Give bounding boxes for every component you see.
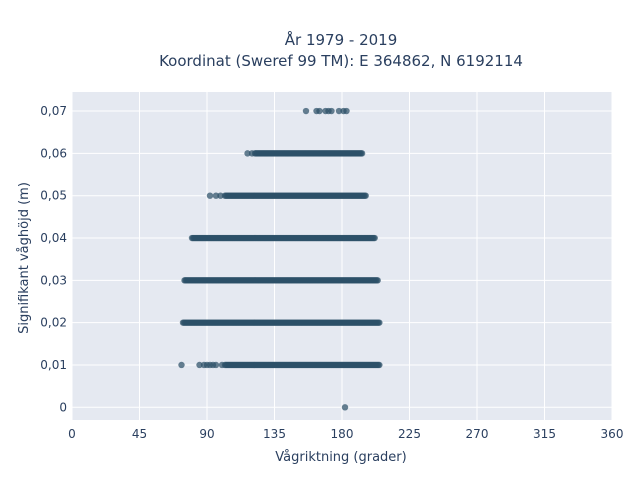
x-tick-label: 135: [263, 427, 286, 441]
y-axis-title: Signifikant våghöjd (m): [17, 182, 32, 334]
chart-title-line-1: År 1979 - 2019: [285, 30, 398, 49]
x-axis-title: Vågriktning (grader): [275, 450, 406, 465]
y-tick-label: 0,06: [40, 146, 67, 160]
data-point: [328, 107, 335, 115]
data-point: [217, 192, 224, 199]
data-point: [316, 107, 323, 115]
data-point: [358, 150, 366, 157]
data-point: [362, 192, 369, 199]
y-tick-label: 0,01: [40, 358, 67, 372]
data-point: [376, 319, 383, 326]
x-tick-label: 90: [199, 427, 214, 441]
x-tick-label: 180: [331, 427, 354, 441]
x-axis-ticks: 0 45 90 135 180 225 270 315 360: [68, 427, 623, 441]
data-point: [376, 361, 383, 369]
data-point: [178, 361, 185, 369]
x-tick-label: 270: [466, 427, 489, 441]
y-tick-label: 0,05: [40, 189, 67, 203]
data-point: [371, 234, 378, 242]
x-tick-label: 0: [68, 427, 76, 441]
chart-title-line-2: Koordinat (Sweref 99 TM): E 364862, N 61…: [159, 52, 523, 70]
y-tick-label: 0: [59, 400, 67, 414]
data-point: [343, 107, 350, 115]
y-axis-ticks: 0 0,01 0,02 0,03 0,04 0,05 0,06 0,07: [40, 104, 67, 414]
data-points: [178, 107, 383, 411]
data-point: [212, 361, 220, 369]
data-point: [212, 192, 220, 199]
x-tick-label: 45: [132, 427, 147, 441]
data-point: [196, 361, 203, 369]
y-tick-label: 0,04: [40, 231, 67, 245]
data-point: [335, 107, 343, 115]
data-point: [244, 150, 251, 157]
y-tick-label: 0,03: [40, 273, 67, 287]
data-point: [206, 192, 214, 199]
data-point: [374, 277, 381, 284]
x-tick-label: 315: [533, 427, 556, 441]
y-tick-label: 0,07: [40, 104, 67, 118]
x-tick-label: 225: [398, 427, 421, 441]
y-tick-label: 0,02: [40, 316, 67, 330]
x-tick-label: 360: [601, 427, 624, 441]
data-point: [302, 107, 310, 115]
data-point: [341, 404, 349, 411]
